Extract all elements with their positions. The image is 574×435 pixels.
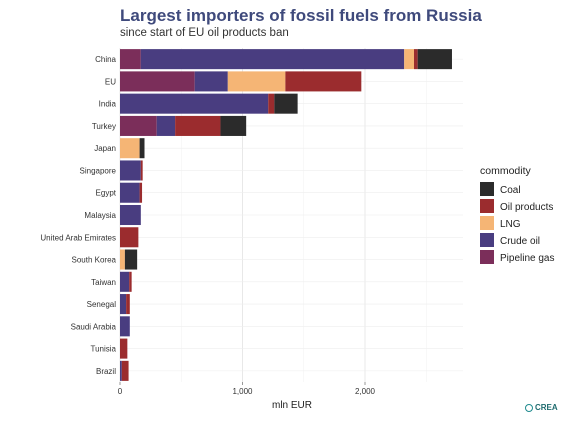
bar-south-korea-coal (124, 249, 138, 270)
x-tick-label: 1,000 (232, 387, 253, 396)
x-axis-label: mln EUR (272, 400, 312, 411)
bar-tunisia-oil-products (120, 338, 128, 359)
bar-singapore-oil-products (140, 160, 143, 181)
bar-turkey-crude-oil (156, 115, 176, 136)
legend: commodity Coal Oil products LNG Crude oil Pi… (480, 165, 554, 264)
chart-subtitle: since start of EU oil products ban (120, 27, 289, 39)
legend-label-pipeline-gas: Pipeline gas (500, 253, 554, 264)
category-label-senegal: Senegal (87, 300, 117, 309)
bar-china-oil-products (414, 49, 418, 70)
bar-turkey-coal (220, 115, 247, 136)
legend-label-coal: Coal (500, 185, 521, 196)
category-label-china: China (95, 55, 116, 64)
legend-swatch-coal (480, 182, 494, 196)
x-tick-label: 2,000 (355, 387, 376, 396)
bar-turkey-pipeline-gas (120, 115, 157, 136)
x-axis-ticks: 0 1,000 2,000 (118, 382, 376, 396)
category-labels: China EU India Turkey Japan Singapore Egypt Mal… (40, 55, 116, 376)
category-label-turkey: Turkey (92, 122, 116, 131)
legend-swatch-pipeline-gas (480, 250, 494, 264)
category-label-united-arab-emirates: United Arab Emirates (40, 233, 116, 242)
bar-taiwan-crude-oil (120, 271, 130, 292)
bar-south-korea-lng (120, 249, 125, 270)
bar-singapore-crude-oil (120, 160, 141, 181)
bar-brazil-oil-products (121, 360, 129, 381)
bars-group (120, 49, 452, 381)
bar-india-coal (274, 93, 298, 114)
legend-swatch-oil-products (480, 199, 494, 213)
bar-saudi-arabia-crude-oil (120, 316, 130, 337)
bar-india-crude-oil (120, 93, 269, 114)
x-tick-label: 0 (118, 387, 123, 396)
category-label-singapore: Singapore (80, 166, 117, 175)
legend-title: commodity (480, 165, 532, 177)
legend-label-crude-oil: Crude oil (500, 236, 540, 247)
category-label-tunisia: Tunisia (91, 345, 117, 354)
bar-eu-crude-oil (194, 71, 228, 92)
category-label-india: India (99, 100, 117, 109)
category-label-malaysia: Malaysia (84, 211, 116, 220)
legend-swatch-crude-oil (480, 233, 494, 247)
crea-logo: CREA (525, 403, 558, 412)
bar-egypt-oil-products (139, 182, 143, 203)
bar-eu-oil-products (285, 71, 362, 92)
legend-label-oil-products: Oil products (500, 202, 553, 213)
legend-label-lng: LNG (500, 219, 521, 230)
chart-title: Largest importers of fossil fuels from R… (120, 6, 482, 25)
crea-logo-icon (525, 403, 533, 412)
bar-brazil-crude-oil (120, 360, 122, 381)
bar-japan-lng (120, 138, 140, 159)
bar-egypt-crude-oil (120, 182, 140, 203)
bar-turkey-oil-products (175, 115, 221, 136)
category-label-japan: Japan (94, 144, 116, 153)
bar-china-pipeline-gas (120, 49, 141, 70)
bar-senegal-oil-products (126, 294, 130, 315)
category-label-taiwan: Taiwan (91, 278, 116, 287)
bar-eu-pipeline-gas (120, 71, 195, 92)
bar-china-coal (417, 49, 452, 70)
category-label-eu: EU (105, 77, 116, 86)
legend-swatch-lng (480, 216, 494, 230)
bar-japan-coal (139, 138, 145, 159)
bar-malaysia-crude-oil (120, 204, 141, 226)
bar-india-oil-products (268, 93, 275, 114)
category-label-brazil: Brazil (96, 367, 116, 376)
bar-eu-lng (227, 71, 286, 92)
bar-senegal-crude-oil (120, 294, 127, 315)
bar-taiwan-oil-products (129, 271, 132, 292)
bar-china-crude-oil (140, 49, 405, 70)
crea-brand-label: CREA (535, 403, 558, 412)
category-label-saudi-arabia: Saudi Arabia (71, 322, 117, 331)
bar-china-lng (404, 49, 414, 70)
bar-united-arab-emirates-oil-products (120, 227, 139, 248)
category-label-egypt: Egypt (96, 189, 117, 198)
category-label-south-korea: South Korea (72, 256, 117, 265)
